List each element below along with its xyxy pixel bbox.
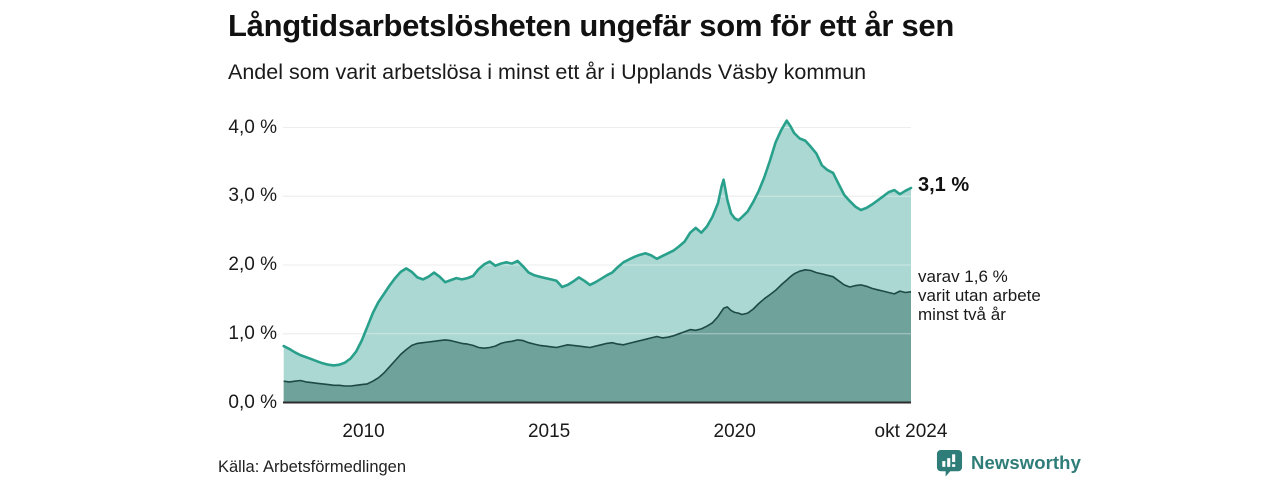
x-tick-label: 2010: [342, 421, 385, 442]
x-tick-label: 2015: [527, 421, 571, 442]
chart-title: Långtidsarbetslösheten ungefär som för e…: [228, 8, 955, 43]
x-tick-label: okt 2024: [874, 421, 948, 442]
line-minst-ett-ar: [282, 119, 913, 367]
y-tick-label: 4,0 %: [228, 116, 277, 138]
two-year-annotation: varav 1,6 % varit utan arbete minst två …: [918, 267, 1041, 324]
newsworthy-wordmark: Newsworthy: [971, 452, 1081, 473]
area-minst-tva-ar: [283, 269, 911, 403]
chart-subtitle: Andel som varit arbetslösa i minst ett å…: [228, 60, 867, 84]
newsworthy-bubble-icon: [936, 449, 963, 477]
y-tick-label: 1,0 %: [228, 322, 277, 344]
annotation-line: varav 1,6 %: [918, 267, 1008, 286]
end-value-label: 3,1 %: [918, 174, 970, 196]
line-minst-tva-ar: [283, 269, 912, 387]
source-label: Källa: Arbetsförmedlingen: [218, 458, 407, 476]
x-tick-label: 2020: [713, 421, 756, 442]
y-tick-label: 2,0 %: [228, 254, 277, 275]
annotation-line: varit utan arbete: [918, 286, 1041, 305]
newsworthy-logo[interactable]: Newsworthy: [936, 449, 1081, 477]
annotation-line: minst två år: [918, 305, 1006, 324]
y-tick-label: 3,0 %: [228, 185, 277, 207]
y-tick-label: 0,0 %: [228, 391, 277, 413]
